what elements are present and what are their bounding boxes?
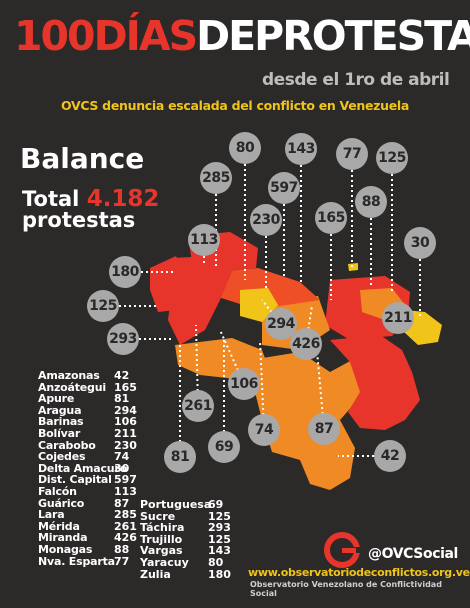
website-link[interactable]: www.observatoriodeconflictos.org.ve (248, 566, 470, 579)
list-item: Portuguesa 69 (140, 498, 224, 511)
list-item: Bolívar 211 (38, 426, 137, 440)
total-suffix: protestas (22, 208, 136, 232)
bubble-carabobo: 230 (250, 204, 282, 236)
bubble-merida: 261 (182, 390, 214, 422)
list-item: Barinas 106 (38, 415, 137, 429)
list-item: Delta Amacuro 30 (38, 461, 130, 475)
bubble-vargas: 143 (285, 133, 317, 165)
bubble-zulia: 180 (109, 256, 141, 288)
list-item: Vargas 143 (140, 544, 231, 558)
list-item: Anzoátegui 165 (38, 380, 137, 394)
state-list-2: Portuguesa 69 Sucre 125 Táchira 293 Trujill… (140, 499, 231, 580)
organization-name: Observatorio Venezolano de Conflictivida… (250, 580, 442, 598)
bubble-capital: 597 (268, 172, 300, 204)
ovcs-logo-icon (324, 532, 362, 568)
map-region-bolivar (330, 335, 420, 430)
map-region-zulia (150, 256, 186, 312)
list-item: Guárico 87 (38, 496, 130, 510)
total-line: Total 4.182 (22, 186, 159, 212)
bubble-barinas: 106 (228, 368, 260, 400)
bubble-sucre: 125 (376, 142, 408, 174)
state-list-1: Amazonas 42 Anzoátegui 165 Apure 81 Aragua 2… (38, 370, 144, 567)
list-item: Falcón 113 (38, 484, 137, 498)
list-item: Cojedes 74 (38, 450, 130, 464)
list-item: Nva. Esparta 77 (38, 554, 130, 568)
bubble-amazonas: 42 (374, 440, 406, 472)
bubble-portuguesa: 69 (208, 431, 240, 463)
bubble-esparta: 77 (336, 138, 368, 170)
list-item: Lara 285 (38, 508, 137, 522)
list-item: Miranda 426 (38, 531, 137, 545)
map-connectors (119, 164, 421, 457)
bubble-monagas: 88 (355, 186, 387, 218)
list-item: Mérida 261 (38, 519, 137, 533)
bubble-falcon: 113 (188, 224, 220, 256)
list-item: Apure 81 (38, 392, 130, 406)
map-region-amazonas (250, 352, 362, 490)
list-item: Dist. Capital 597 (38, 473, 137, 487)
page-title: 100DÍASDEPROTESTAS (14, 10, 470, 62)
total-prefix: Total (22, 187, 80, 211)
list-item: Táchira 293 (140, 521, 231, 535)
bubble-miranda: 426 (290, 328, 322, 360)
subtitle: desde el 1ro de abril (262, 70, 450, 90)
list-item: Amazonas 42 (38, 369, 130, 382)
list-item: Monagas 88 (38, 542, 130, 556)
tagline: OVCS denuncia escalada del conflicto en … (60, 98, 410, 113)
bubble-yaracuy: 80 (229, 132, 261, 164)
title-white-part: DEPROTESTAS (196, 12, 470, 60)
list-item: Sucre 125 (140, 509, 231, 523)
bubble-guarico: 87 (308, 413, 340, 445)
list-item: Trujillo 125 (140, 532, 231, 546)
balance-heading: Balance (20, 142, 145, 175)
list-item: Zulia 180 (140, 567, 231, 581)
total-value: 4.182 (86, 186, 160, 212)
list-item: Aragua 294 (38, 403, 137, 417)
bubble-tachira: 293 (107, 323, 139, 355)
social-handle[interactable]: @OVCSocial (368, 546, 458, 562)
bubble-apure: 81 (164, 441, 196, 473)
list-item: Yaracuy 80 (140, 555, 224, 569)
list-item: Carabobo 230 (38, 438, 137, 452)
bubble-delta: 30 (404, 227, 436, 259)
bubble-trujillo: 125 (87, 290, 119, 322)
bubble-anzoategui: 165 (315, 202, 347, 234)
bubble-lara: 285 (200, 162, 232, 194)
title-red-part: 100DÍAS (14, 12, 198, 60)
bubble-bolivar: 211 (382, 302, 414, 334)
bubble-cojedes: 74 (248, 414, 280, 446)
